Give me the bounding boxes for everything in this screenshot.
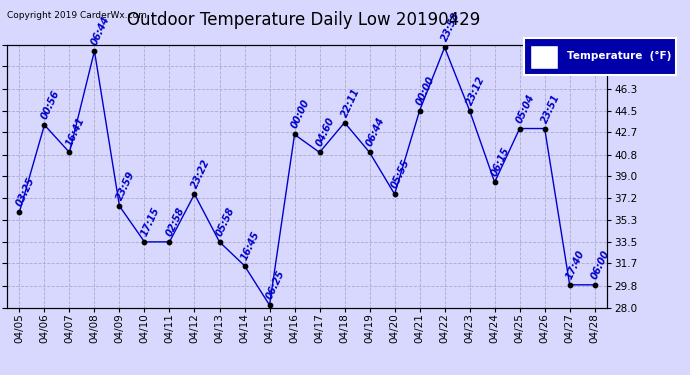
Point [364, 149, 375, 155]
Point [64, 149, 75, 155]
Text: 03:25: 03:25 [14, 176, 37, 208]
Text: 17:15: 17:15 [139, 206, 161, 238]
Point [464, 108, 475, 114]
Text: 23:22: 23:22 [190, 158, 212, 190]
Text: 22:11: 22:11 [339, 86, 362, 118]
Text: 17:40: 17:40 [565, 249, 587, 280]
Text: 05:58: 05:58 [215, 206, 237, 238]
Point [539, 126, 550, 132]
Point [164, 239, 175, 245]
Point [489, 179, 500, 185]
Text: 05:55: 05:55 [390, 158, 412, 190]
Point [589, 282, 600, 288]
Text: 23:58: 23:58 [440, 11, 462, 43]
Text: 00:56: 00:56 [39, 88, 61, 121]
Text: 00:00: 00:00 [415, 74, 437, 106]
Point [414, 108, 425, 114]
Text: 05:04: 05:04 [515, 92, 537, 124]
Point [139, 239, 150, 245]
Point [264, 302, 275, 308]
Text: 04:60: 04:60 [315, 116, 337, 148]
Text: 23:51: 23:51 [540, 92, 562, 124]
Text: 06:44: 06:44 [365, 116, 387, 148]
Text: Outdoor Temperature Daily Low 20190429: Outdoor Temperature Daily Low 20190429 [127, 11, 480, 29]
Text: 23:59: 23:59 [115, 170, 137, 202]
Text: 06:25: 06:25 [265, 269, 287, 301]
Point [239, 263, 250, 269]
Point [314, 149, 325, 155]
FancyBboxPatch shape [531, 45, 558, 69]
Point [514, 126, 525, 132]
Point [14, 209, 25, 215]
Point [564, 282, 575, 288]
Point [289, 132, 300, 138]
Point [189, 191, 200, 197]
Text: 06:15: 06:15 [490, 146, 512, 178]
Point [89, 48, 100, 54]
Text: 16:45: 16:45 [239, 230, 262, 262]
Text: 23:12: 23:12 [465, 74, 487, 106]
Point [114, 203, 125, 209]
Point [339, 120, 350, 126]
Point [39, 122, 50, 128]
Text: 06:00: 06:00 [590, 249, 612, 280]
Text: 16:41: 16:41 [65, 116, 87, 148]
Text: Copyright 2019 CarderWx.com: Copyright 2019 CarderWx.com [7, 11, 147, 20]
Point [214, 239, 225, 245]
Point [389, 191, 400, 197]
Text: Temperature  (°F): Temperature (°F) [567, 51, 671, 61]
Text: 00:00: 00:00 [290, 98, 312, 130]
Text: 06:44: 06:44 [90, 15, 112, 47]
Point [439, 44, 450, 50]
Text: 02:58: 02:58 [165, 206, 187, 238]
